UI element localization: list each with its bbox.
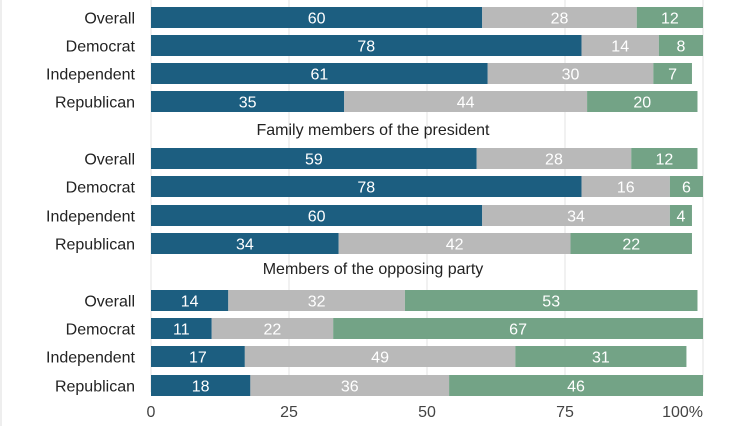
group-title: Members of the opposing party bbox=[263, 261, 484, 278]
bar-segment bbox=[653, 63, 692, 84]
bar-value-label: 34 bbox=[567, 209, 585, 226]
bar-value-label: 4 bbox=[676, 209, 685, 226]
bar-value-label: 36 bbox=[341, 379, 359, 396]
category-label: Republican bbox=[55, 237, 135, 254]
bar-segment bbox=[228, 290, 405, 311]
bar-value-label: 22 bbox=[264, 322, 282, 339]
bar-segment bbox=[250, 375, 450, 396]
bar-value-label: 59 bbox=[305, 152, 323, 169]
bar-value-label: 53 bbox=[542, 294, 560, 311]
bar-segment bbox=[151, 205, 483, 226]
category-label: Overall bbox=[84, 152, 135, 169]
bar-value-label: 78 bbox=[357, 39, 375, 56]
category-label: Independent bbox=[46, 209, 136, 226]
bar-segment bbox=[658, 35, 703, 56]
bar-segment bbox=[151, 318, 212, 339]
bar-value-label: 46 bbox=[567, 379, 585, 396]
bar-value-label: 14 bbox=[611, 39, 629, 56]
bar-value-label: 12 bbox=[661, 11, 679, 28]
category-label: Republican bbox=[55, 95, 135, 112]
bar-value-label: 18 bbox=[192, 379, 210, 396]
bar-segment bbox=[151, 91, 345, 112]
bar-segment bbox=[211, 318, 334, 339]
bar-value-label: 14 bbox=[181, 294, 199, 311]
category-label: Overall bbox=[84, 11, 135, 28]
bar-segment bbox=[631, 148, 698, 169]
bar-value-label: 44 bbox=[457, 95, 475, 112]
bar-value-label: 12 bbox=[655, 152, 673, 169]
bar-value-label: 6 bbox=[682, 180, 691, 197]
bar-segment bbox=[151, 346, 245, 367]
x-tick-label: 100% bbox=[662, 404, 703, 421]
bar-value-label: 35 bbox=[239, 95, 257, 112]
bar-value-label: 28 bbox=[551, 11, 569, 28]
x-tick-label: 50 bbox=[418, 404, 436, 421]
bar-segment bbox=[151, 290, 229, 311]
bar-segment bbox=[449, 375, 703, 396]
bar-segment bbox=[487, 63, 654, 84]
bar-segment bbox=[151, 35, 582, 56]
bar-segment bbox=[669, 176, 703, 197]
bar-segment bbox=[151, 63, 488, 84]
bar-segment bbox=[151, 176, 582, 197]
bar-segment bbox=[515, 346, 687, 367]
bar-segment bbox=[151, 7, 483, 28]
category-label: Republican bbox=[55, 379, 135, 396]
x-tick-label: 0 bbox=[147, 404, 156, 421]
group-title: Family members of the president bbox=[257, 122, 491, 139]
bar-value-label: 42 bbox=[446, 237, 464, 254]
bar-segment bbox=[476, 148, 632, 169]
bar-segment bbox=[244, 346, 516, 367]
bar-segment bbox=[482, 7, 637, 28]
x-tick-label: 25 bbox=[280, 404, 298, 421]
bar-value-label: 28 bbox=[545, 152, 563, 169]
bar-segment bbox=[581, 35, 659, 56]
category-label: Independent bbox=[46, 67, 136, 84]
bar-value-label: 78 bbox=[357, 180, 375, 197]
category-label: Democrat bbox=[66, 180, 136, 197]
bar-value-label: 7 bbox=[668, 67, 677, 84]
bar-segment bbox=[151, 148, 477, 169]
category-label: Democrat bbox=[66, 39, 136, 56]
bar-value-label: 16 bbox=[617, 180, 635, 197]
bar-value-label: 20 bbox=[633, 95, 651, 112]
bar-value-label: 60 bbox=[308, 11, 326, 28]
bar-value-label: 31 bbox=[592, 350, 610, 367]
bar-segment bbox=[587, 91, 698, 112]
bar-value-label: 32 bbox=[308, 294, 326, 311]
bar-segment bbox=[333, 318, 703, 339]
x-tick-label: 75 bbox=[556, 404, 574, 421]
bar-value-label: 30 bbox=[562, 67, 580, 84]
bar-segment bbox=[338, 233, 571, 254]
category-label: Democrat bbox=[66, 322, 136, 339]
bar-segment bbox=[404, 290, 698, 311]
bar-segment bbox=[636, 7, 703, 28]
bar-segment bbox=[344, 91, 588, 112]
bar-value-label: 34 bbox=[236, 237, 254, 254]
bar-value-label: 60 bbox=[308, 209, 326, 226]
bar-segment bbox=[570, 233, 692, 254]
bar-value-label: 61 bbox=[310, 67, 328, 84]
bar-segment bbox=[581, 176, 670, 197]
bar-value-label: 8 bbox=[676, 39, 685, 56]
bar-segment bbox=[151, 375, 251, 396]
bar-segment bbox=[151, 233, 339, 254]
bar-value-label: 22 bbox=[622, 237, 640, 254]
category-label: Overall bbox=[84, 294, 135, 311]
bar-value-label: 49 bbox=[371, 350, 389, 367]
bar-value-label: 17 bbox=[189, 350, 207, 367]
category-label: Independent bbox=[46, 350, 136, 367]
bar-segment bbox=[669, 205, 692, 226]
bar-value-label: 67 bbox=[509, 322, 527, 339]
bar-segment bbox=[482, 205, 670, 226]
bar-value-label: 11 bbox=[173, 322, 190, 339]
